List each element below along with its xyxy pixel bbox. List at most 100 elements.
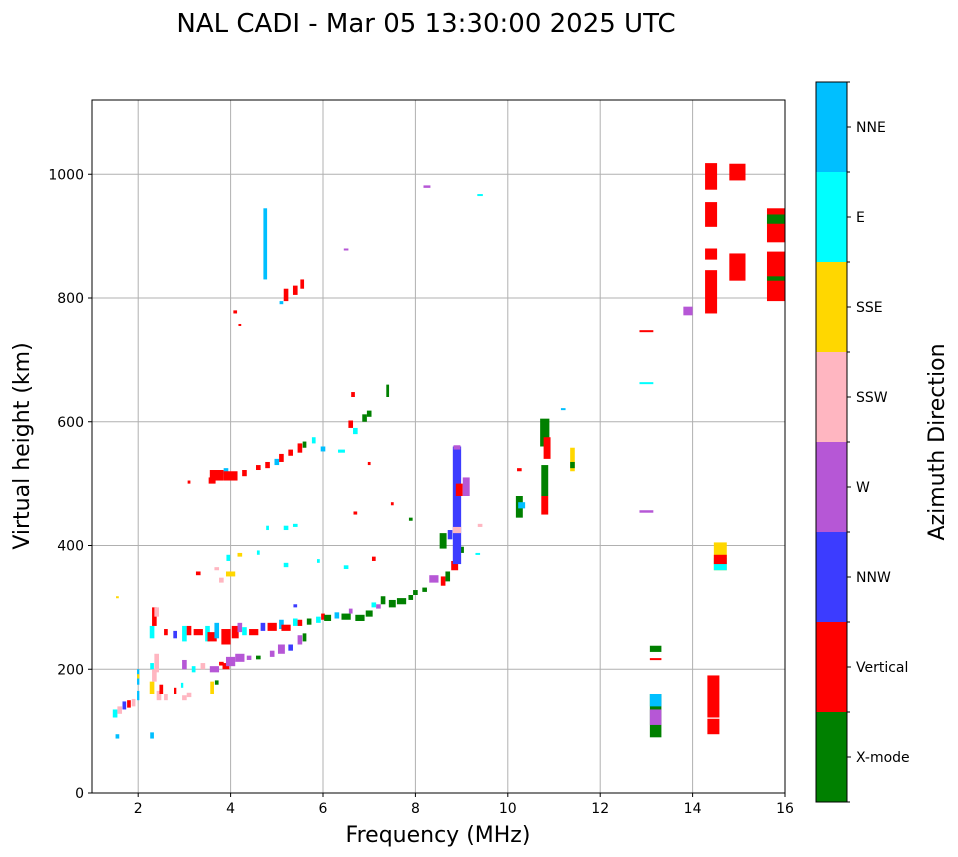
echo-point	[117, 706, 123, 714]
echo-point	[560, 408, 566, 411]
echo-point	[707, 675, 720, 718]
colorbar-segment	[816, 82, 847, 172]
echo-point	[292, 285, 298, 295]
echo-point	[237, 622, 243, 633]
echo-point	[269, 650, 275, 657]
echo-point	[266, 525, 269, 531]
echo-point	[225, 571, 236, 577]
plot-frame	[91, 99, 786, 794]
colorbar-label: Azimuth Direction	[925, 343, 950, 540]
echo-point	[180, 682, 184, 688]
echo-point	[150, 663, 154, 670]
echo-point	[242, 627, 247, 636]
echo-point	[447, 530, 453, 540]
echo-point	[541, 465, 549, 496]
echo-point	[413, 590, 418, 595]
echo-point	[408, 517, 413, 521]
echo-point	[154, 653, 159, 673]
echo-point	[408, 595, 414, 600]
echo-point	[159, 684, 164, 694]
echo-point	[371, 602, 377, 608]
echo-point	[311, 437, 316, 444]
echo-point	[380, 596, 386, 605]
echo-point	[316, 559, 320, 563]
colorbar-tick-label: SSW	[856, 390, 888, 406]
echo-point	[343, 248, 349, 251]
echo-point	[729, 163, 746, 181]
echo-point	[306, 618, 312, 625]
echo-point	[459, 546, 464, 553]
y-tick-label: 1000	[48, 167, 84, 183]
echo-point	[353, 427, 358, 435]
echo-point	[279, 453, 284, 462]
echo-point	[297, 619, 303, 626]
echo-point	[260, 622, 266, 631]
echo-point	[131, 698, 136, 707]
echo-point	[321, 613, 325, 620]
echo-point	[210, 681, 214, 694]
echo-point	[475, 552, 481, 555]
echo-point	[187, 480, 191, 484]
echo-point	[173, 630, 178, 639]
echo-point	[348, 420, 354, 428]
echo-point	[149, 681, 155, 694]
echo-point	[455, 483, 463, 496]
echo-point	[462, 477, 470, 496]
echo-point	[649, 709, 662, 725]
echo-point	[300, 279, 305, 289]
echo-point	[186, 625, 192, 636]
echo-point	[351, 392, 355, 397]
echo-point	[115, 734, 120, 739]
echo-point	[281, 624, 291, 631]
echo-point	[705, 163, 718, 190]
echo-point	[256, 550, 260, 555]
colorbar-tick-label: X-mode	[856, 750, 910, 766]
echo-point	[705, 202, 718, 227]
echo-point	[707, 718, 720, 735]
echo-point	[137, 690, 140, 701]
echo-point	[182, 659, 187, 670]
echo-point	[237, 552, 243, 557]
colorbar-segment	[816, 352, 847, 442]
echo-point	[353, 511, 358, 515]
echo-point	[127, 700, 131, 708]
echo-point	[193, 629, 203, 636]
echo-point	[256, 465, 261, 471]
echo-point	[422, 587, 427, 592]
echo-point	[238, 323, 242, 326]
colorbar-segment	[816, 622, 847, 712]
x-tick-label: 12	[591, 801, 609, 817]
colorbar-tick-label: SSE	[856, 300, 883, 316]
colorbar: X-mode Vertical NNW W SSW SSE E NNE	[815, 81, 910, 803]
echo-point	[221, 629, 231, 645]
echo-point	[639, 510, 654, 513]
echo-point	[362, 414, 367, 422]
echo-point	[302, 441, 307, 448]
x-tick-label: 16	[776, 801, 794, 817]
echo-point	[477, 523, 483, 527]
echo-point	[445, 571, 451, 582]
echo-points	[112, 163, 785, 739]
colorbar-tick-label: Vertical	[856, 660, 908, 676]
echo-point	[355, 614, 365, 621]
echo-point	[256, 655, 261, 660]
x-tick-label: 14	[684, 801, 702, 817]
echo-point	[429, 575, 439, 583]
colorbar-frame	[815, 81, 848, 803]
echo-point	[152, 669, 157, 682]
echo-point	[214, 622, 220, 639]
echo-point	[639, 382, 654, 385]
y-tick-label: 600	[57, 415, 84, 431]
echo-point	[376, 604, 381, 609]
echo-point	[149, 625, 155, 639]
echo-point	[452, 446, 462, 565]
echo-point	[477, 194, 483, 197]
x-tick-label: 4	[226, 801, 235, 817]
colorbar-tick-label: NNW	[856, 570, 891, 586]
echo-point	[242, 470, 247, 477]
echo-point	[543, 437, 551, 459]
echo-point	[137, 674, 140, 679]
colorbar-segment	[816, 712, 847, 802]
echo-point	[766, 214, 785, 224]
colorbar-segment	[816, 532, 847, 622]
